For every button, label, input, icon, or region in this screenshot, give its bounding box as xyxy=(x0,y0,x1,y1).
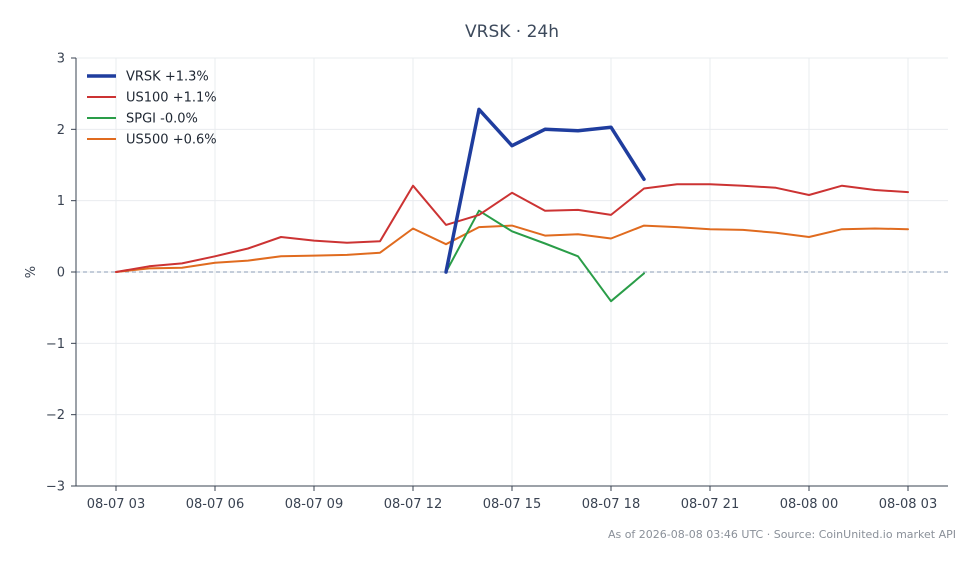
x-tick-label: 08-07 12 xyxy=(384,497,442,512)
x-tick-label: 08-08 03 xyxy=(879,497,937,512)
y-tick-label: −1 xyxy=(46,337,65,352)
y-tick-label: 2 xyxy=(57,123,65,138)
chart-title: VRSK · 24h xyxy=(465,22,559,42)
series-line-2 xyxy=(445,209,645,303)
legend-label: US100 +1.1% xyxy=(126,91,217,106)
legend-item: VRSK +1.3% xyxy=(87,70,209,85)
series-line-0 xyxy=(444,107,646,274)
x-tick-label: 08-07 06 xyxy=(186,497,244,512)
legend-item: US500 +0.6% xyxy=(87,133,217,148)
x-tick-label: 08-07 18 xyxy=(582,497,640,512)
y-tick-label: 1 xyxy=(57,194,65,209)
legend-label: US500 +0.6% xyxy=(126,133,217,148)
y-tick-label: 3 xyxy=(57,52,65,67)
legend-item: US100 +1.1% xyxy=(87,91,217,106)
y-axis-label: % xyxy=(24,266,39,278)
y-tick-label: 0 xyxy=(57,266,65,281)
y-axis-ticks: 3 2 1 0 −1 −2 −3 xyxy=(46,52,76,495)
series-line-1 xyxy=(115,183,909,273)
legend: VRSK +1.3% US100 +1.1% SPGI -0.0% US500 +0.… xyxy=(87,70,217,148)
x-tick-label: 08-08 00 xyxy=(780,497,838,512)
y-tick-label: −3 xyxy=(46,480,65,495)
series-lines xyxy=(115,107,909,303)
legend-label: SPGI -0.0% xyxy=(126,112,198,127)
y-tick-label: −2 xyxy=(46,408,65,423)
source-footer: As of 2026-08-08 03:46 UTC · Source: Coi… xyxy=(608,528,956,541)
legend-item: SPGI -0.0% xyxy=(87,112,198,127)
x-tick-label: 08-07 21 xyxy=(681,497,739,512)
legend-label: VRSK +1.3% xyxy=(126,70,209,85)
x-tick-label: 08-07 15 xyxy=(483,497,541,512)
x-tick-label: 08-07 03 xyxy=(87,497,145,512)
x-tick-label: 08-07 09 xyxy=(285,497,343,512)
series-line-3 xyxy=(115,224,909,273)
x-axis-ticks: 08-07 03 08-07 06 08-07 09 08-07 12 08-07 15… xyxy=(87,486,937,512)
